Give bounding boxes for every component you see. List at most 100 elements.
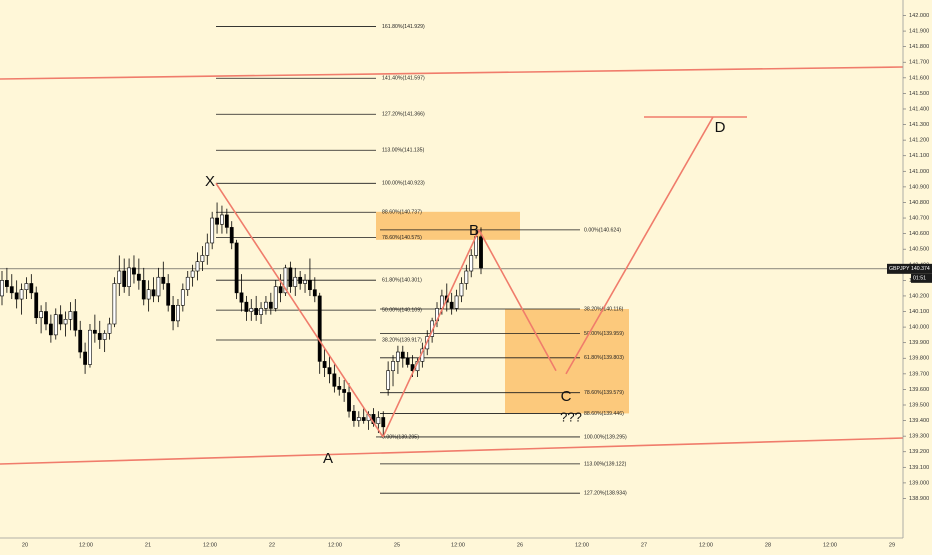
- y-tick-label: 141.000: [909, 169, 929, 175]
- candle-body: [332, 373, 337, 387]
- candle-body: [317, 295, 322, 362]
- candle-body: [127, 267, 131, 287]
- candle-body: [298, 276, 303, 284]
- y-tick-label: 140.000: [909, 325, 929, 331]
- y-tick-label: 141.600: [909, 75, 929, 81]
- x-tick-label: 29: [889, 542, 895, 548]
- x-tick-label: 28: [765, 542, 771, 548]
- x-tick-label: 12:00: [203, 542, 217, 548]
- candle-body: [122, 270, 127, 287]
- candle-body: [44, 311, 48, 325]
- candle-body: [264, 301, 268, 309]
- candle-body: [259, 308, 263, 315]
- fib-levels-layer: 161.80%(141.929) 141.40%(141.597) 127.20%(…: [216, 24, 627, 497]
- candle-body: [391, 361, 395, 372]
- candle-body: [396, 351, 400, 362]
- candle-body: [342, 389, 347, 393]
- candle-body: [78, 329, 83, 353]
- candle-body: [278, 286, 283, 294]
- y-tick-label: 139.300: [909, 434, 929, 440]
- pattern-label-x: X: [205, 173, 215, 190]
- fib-xa-label: 38.20%(139.917): [382, 337, 422, 343]
- fib-xa-label: 50.00%(140.109): [382, 307, 422, 313]
- last-price-badge: [887, 263, 932, 274]
- candle-body: [156, 276, 161, 297]
- candle-body: [449, 301, 454, 309]
- candle-body: [34, 292, 39, 319]
- fib-ab-label: 78.60%(139.579): [584, 390, 624, 396]
- x-tick-label: 22: [269, 542, 275, 548]
- candle-body: [92, 329, 97, 334]
- fib-ab-label: 88.60%(139.446): [584, 411, 624, 417]
- candle-body: [171, 304, 175, 322]
- y-tick-label: 139.000: [909, 480, 929, 486]
- candle-body: [88, 329, 92, 365]
- fib-xa-label: 113.00%(141.135): [382, 148, 425, 154]
- candle-body: [249, 308, 254, 312]
- candle-body: [347, 392, 351, 412]
- trendlines-layer: [0, 66, 904, 465]
- fib-ab-label: 100.00%(139.295): [584, 434, 627, 440]
- pattern-label-d: D: [715, 119, 726, 136]
- candle-body: [24, 283, 29, 291]
- fib-xa-label: 161.80%(141.929): [382, 24, 425, 30]
- candle-body: [185, 276, 190, 291]
- candle-body: [337, 386, 342, 390]
- y-tick-label: 140.600: [909, 231, 929, 237]
- candle-body: [190, 270, 195, 278]
- fib-ab-label: 38.20%(140.116): [584, 306, 624, 312]
- candle-body: [229, 227, 234, 244]
- y-tick-label: 139.800: [909, 356, 929, 362]
- candle-body: [322, 361, 327, 368]
- c-question-label: ???: [560, 409, 582, 424]
- fib-xa-label: 141.40%(141.597): [382, 76, 425, 82]
- candle-body: [215, 217, 219, 225]
- candle-body: [97, 333, 102, 340]
- y-tick-label: 141.800: [909, 44, 929, 50]
- candle-body: [146, 289, 151, 300]
- y-tick-label: 141.400: [909, 106, 929, 112]
- candle-body: [136, 273, 141, 281]
- y-tick-label: 141.300: [909, 122, 929, 128]
- candle-body: [117, 270, 122, 284]
- x-tick-label: 12:00: [328, 542, 342, 548]
- candle-body: [83, 351, 87, 365]
- y-tick-label: 139.500: [909, 402, 929, 408]
- candle-body: [386, 370, 391, 390]
- c-zone: [505, 309, 629, 414]
- x-tick-label: 20: [22, 542, 28, 548]
- candle-body: [39, 311, 44, 319]
- y-tick-label: 140.200: [909, 293, 929, 299]
- x-tick-label: 21: [145, 542, 151, 548]
- candle-body: [273, 286, 278, 309]
- candle-body: [176, 304, 180, 322]
- fib-xa-label: 61.80%(140.301): [382, 278, 422, 284]
- candle-body: [288, 267, 293, 287]
- candle-body: [151, 289, 156, 297]
- fib-xa-label: 127.20%(141.366): [382, 112, 425, 118]
- pattern-label-a: A: [323, 450, 333, 467]
- b-zone: [376, 211, 520, 240]
- y-tick-label: 140.800: [909, 200, 929, 206]
- fib-ab-label: 50.00%(139.959): [584, 331, 624, 337]
- candle-body: [464, 270, 469, 284]
- candle-body: [9, 286, 14, 294]
- candle-body: [469, 255, 474, 272]
- candle-body: [376, 417, 381, 424]
- candle-body: [327, 367, 332, 375]
- candle-body: [180, 289, 185, 306]
- fib-ab-label: 0.00%(140.624): [584, 227, 621, 233]
- fib-xa-label: 78.60%(140.575): [382, 235, 422, 241]
- candle-body: [293, 276, 298, 287]
- pattern-label-c: C: [561, 388, 572, 405]
- countdown-label: 01:51: [913, 276, 926, 282]
- y-tick-label: 142.000: [909, 13, 929, 19]
- fib-ab-label: 61.80%(139.803): [584, 355, 624, 361]
- candle-body: [107, 323, 112, 334]
- lower-trendline: [0, 437, 904, 465]
- candle-body: [400, 351, 405, 359]
- candle-body: [63, 319, 68, 325]
- candle-body: [4, 280, 9, 287]
